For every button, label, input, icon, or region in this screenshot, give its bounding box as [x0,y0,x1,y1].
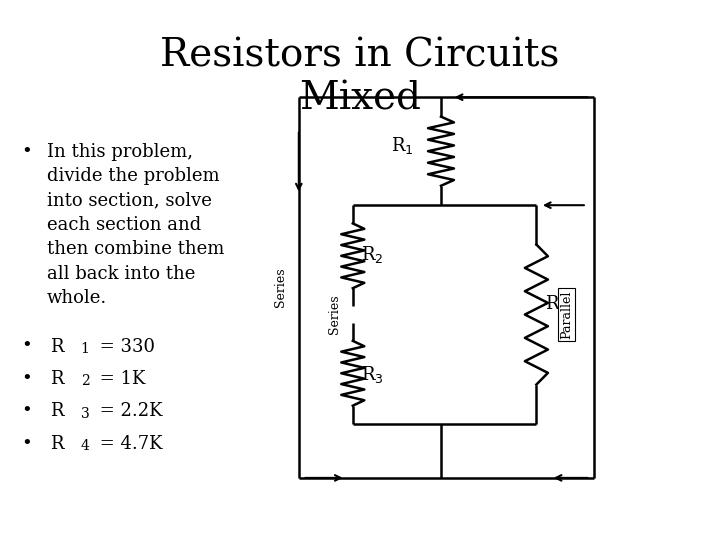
Text: •: • [22,338,32,355]
Text: •: • [22,435,32,453]
Text: In this problem,
divide the problem
into section, solve
each section and
then co: In this problem, divide the problem into… [47,143,224,307]
Text: R$_4$: R$_4$ [545,293,568,314]
Text: 3: 3 [81,407,89,421]
Text: R: R [50,435,64,453]
Text: R: R [50,402,64,420]
Text: Series: Series [328,295,341,334]
Text: = 330: = 330 [94,338,155,355]
Text: •: • [22,370,32,388]
Text: R: R [50,338,64,355]
Text: = 2.2K: = 2.2K [94,402,162,420]
Text: •: • [22,143,32,161]
Text: = 4.7K: = 4.7K [94,435,162,453]
Text: 1: 1 [81,342,89,356]
Text: Series: Series [274,268,287,307]
Text: R$_1$: R$_1$ [390,136,413,156]
Text: Parallel: Parallel [560,291,573,339]
Text: R$_2$: R$_2$ [361,244,384,265]
Text: Resistors in Circuits
Mixed: Resistors in Circuits Mixed [161,38,559,118]
Text: R$_3$: R$_3$ [361,364,384,385]
Text: 2: 2 [81,374,89,388]
Text: •: • [22,402,32,420]
Text: 4: 4 [81,439,89,453]
Text: = 1K: = 1K [94,370,145,388]
Text: R: R [50,370,64,388]
